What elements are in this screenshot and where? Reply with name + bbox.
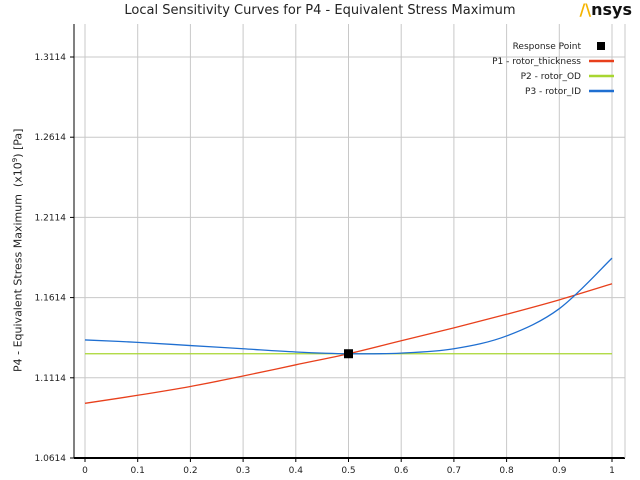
x-tick-label: 0.6 (394, 466, 409, 476)
y-tick-label: 1.0614 (35, 454, 67, 464)
grid (74, 24, 625, 459)
x-tick-label: 0.1 (131, 466, 145, 476)
legend[interactable]: Response Point P1 - rotor_thickness P2 - r… (492, 42, 614, 97)
y-tick-label: 1.1114 (35, 374, 67, 384)
legend-label: P3 - rotor_ID (525, 87, 581, 97)
x-axis-ticks: 0 0.1 0.2 0.3 0.4 0.5 0.6 0.7 0.8 0.9 1 (82, 458, 615, 476)
x-tick-label: 1 (609, 466, 615, 476)
x-tick-label: 0.8 (499, 466, 514, 476)
legend-marker-swatch (597, 42, 605, 50)
x-tick-label: 0 (82, 466, 88, 476)
y-axis-ticks: 1.0614 1.1114 1.1614 1.2114 1.2614 1.3114 (35, 53, 74, 464)
x-tick-label: 0.9 (552, 466, 567, 476)
response-point-marker (344, 349, 353, 359)
ansys-logo: /\nsys (579, 0, 632, 19)
x-tick-label: 0.4 (289, 466, 304, 476)
legend-label: Response Point (513, 42, 582, 52)
legend-label: P1 - rotor_thickness (492, 57, 581, 67)
chart-title: Local Sensitivity Curves for P4 - Equiva… (124, 3, 516, 18)
plot-frame (73, 24, 626, 459)
y-tick-label: 1.2614 (35, 133, 67, 143)
brand-name: nsys (591, 0, 632, 19)
x-tick-label: 0.5 (341, 466, 355, 476)
legend-label: P2 - rotor_OD (521, 72, 581, 82)
response-point-group (344, 349, 353, 359)
brand-chevron-icon: /\ (579, 0, 592, 19)
x-tick-label: 0.7 (447, 466, 461, 476)
x-tick-label: 0.2 (183, 466, 197, 476)
x-tick-label: 0.3 (236, 466, 250, 476)
y-tick-label: 1.3114 (35, 53, 67, 63)
y-tick-label: 1.1614 (35, 294, 67, 304)
y-tick-label: 1.2114 (35, 213, 67, 223)
